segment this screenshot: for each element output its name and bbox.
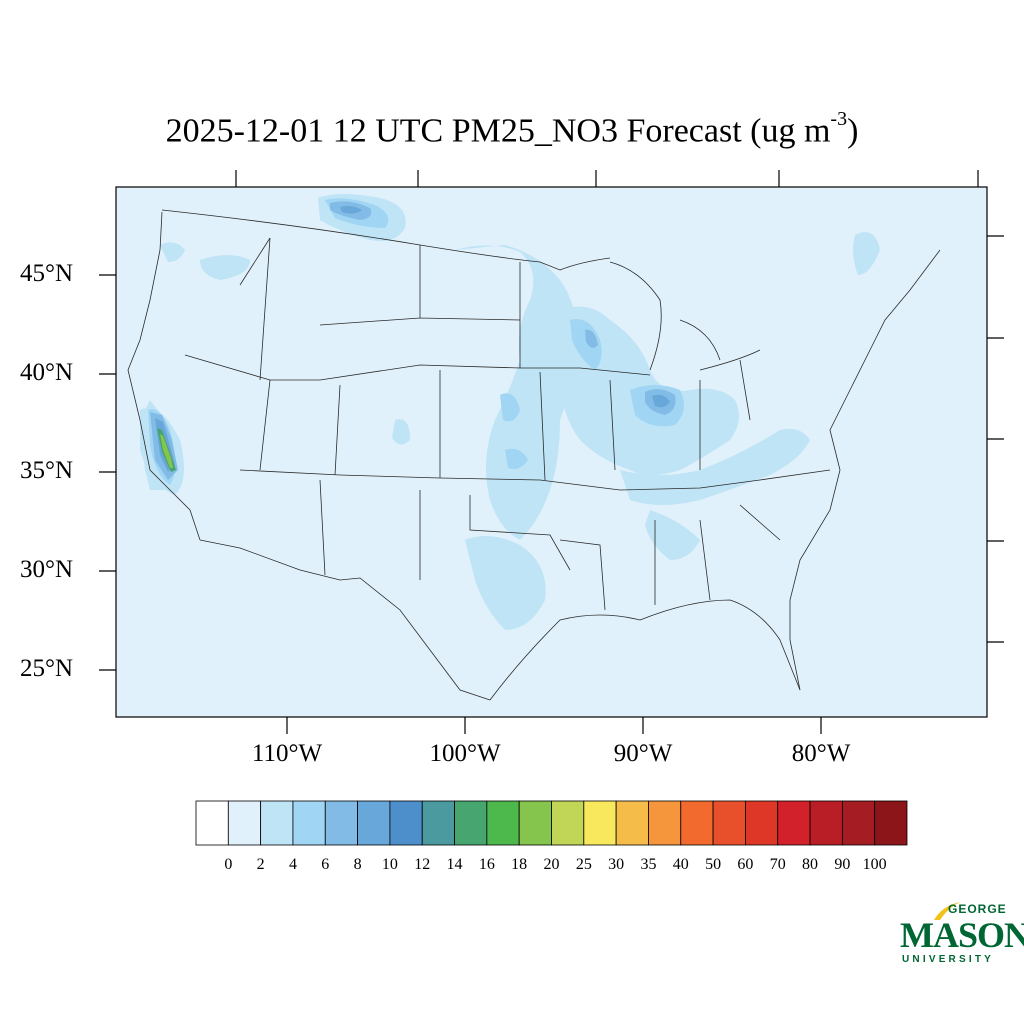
colorbar-swatch <box>615 800 649 846</box>
title-text: 2025-12-01 12 UTC PM25_NO3 Forecast (ug … <box>165 112 831 150</box>
colorbar-swatch <box>486 800 520 846</box>
lon-label-90: 90°W <box>613 740 673 767</box>
logo-university: UNIVERSITY <box>902 954 995 965</box>
colorbar-swatch <box>227 800 262 846</box>
colorbar-swatch <box>389 800 423 846</box>
colorbar-swatch <box>583 800 617 846</box>
colorbar-tick-label: 18 <box>511 856 528 873</box>
gmu-logo: GEORGE MASON UNIVERSITY <box>896 898 1024 968</box>
colorbar-tick-label: 14 <box>446 856 463 873</box>
colorbar-tick-label: 20 <box>543 856 560 873</box>
colorbar-tick-label: 100 <box>862 856 887 873</box>
colorbar-tick-label: 40 <box>672 856 689 873</box>
colorbar-tick-label: 70 <box>769 856 786 873</box>
colorbar-tick-label: 2 <box>256 856 265 873</box>
lon-label-80: 80°W <box>791 740 851 767</box>
title-unit-exponent: -3 <box>830 108 848 130</box>
colorbar-swatch <box>680 800 714 846</box>
colorbar-tick-label: 25 <box>575 856 592 873</box>
boundaries <box>127 209 941 701</box>
logo-mason: MASON <box>900 915 1024 955</box>
title-close: ) <box>847 112 859 150</box>
lat-label-35: 35°N <box>20 457 74 484</box>
colorbar-swatch <box>809 800 843 846</box>
colorbar-swatch <box>324 800 358 846</box>
colorbar-tick-label: 10 <box>381 856 398 873</box>
map-title: 2025-12-01 12 UTC PM25_NO3 Forecast (ug … <box>0 108 1024 150</box>
colorbar-tick-label: 6 <box>321 856 330 873</box>
colorbar-tick-label: 35 <box>640 856 657 873</box>
colorbar-tick-label: 4 <box>288 856 297 873</box>
colorbar-swatch <box>841 800 876 846</box>
colorbar-tick-label: 90 <box>834 856 851 873</box>
colorbar-swatch <box>260 800 294 846</box>
colorbar-tick-label: 8 <box>353 856 362 873</box>
lon-label-110: 110°W <box>251 740 323 767</box>
colorbar-swatch <box>195 800 229 846</box>
colorbar-swatch <box>745 800 779 846</box>
lat-label-45: 45°N <box>20 260 74 287</box>
colorbar-swatch <box>712 800 746 846</box>
colorbar-swatch <box>518 800 552 846</box>
logo-george: GEORGE <box>948 902 1007 916</box>
lat-label-25: 25°N <box>20 655 74 682</box>
colorbar-tick-label: 60 <box>737 856 754 873</box>
colorbar-tick-label: 0 <box>224 856 233 873</box>
colorbar-swatch <box>551 800 585 846</box>
lon-label-100: 100°W <box>429 740 501 767</box>
map-ticks <box>99 170 1004 734</box>
colorbar <box>195 800 908 846</box>
colorbar-tick-label: 80 <box>802 856 819 873</box>
lat-label-30: 30°N <box>20 556 74 583</box>
colorbar-swatch <box>292 800 326 846</box>
lat-label-40: 40°N <box>20 359 74 386</box>
colorbar-swatch <box>357 800 391 846</box>
colorbar-swatch <box>421 800 455 846</box>
colorbar-swatch <box>874 800 908 846</box>
colorbar-tick-label: 50 <box>705 856 722 873</box>
colorbar-tick-label: 12 <box>414 856 431 873</box>
colorbar-swatch <box>648 800 682 846</box>
colorbar-swatch <box>454 800 488 846</box>
colorbar-tick-label: 30 <box>608 856 625 873</box>
colorbar-tick-label: 16 <box>478 856 495 873</box>
colorbar-swatch <box>777 800 811 846</box>
concentration-field <box>140 194 880 630</box>
logo-swoosh-icon <box>934 902 960 920</box>
map-frame <box>115 186 988 718</box>
